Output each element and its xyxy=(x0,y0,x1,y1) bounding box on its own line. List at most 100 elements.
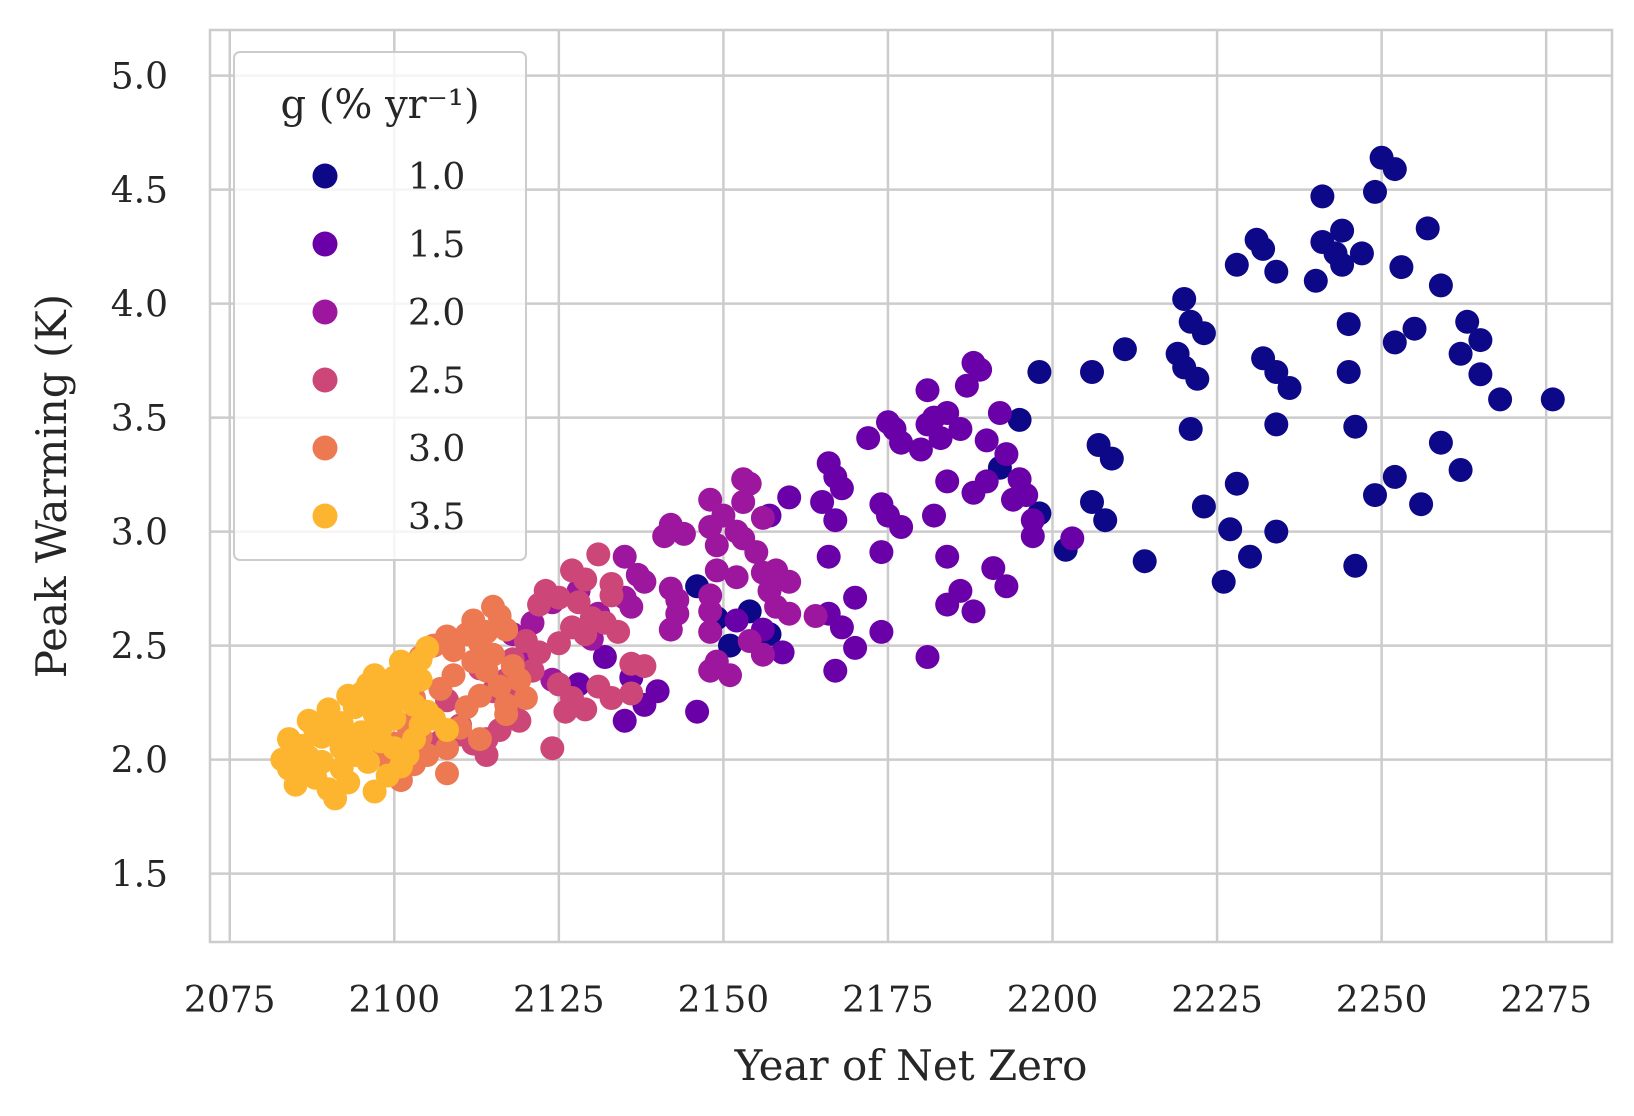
data-point xyxy=(843,585,868,610)
data-point xyxy=(323,786,348,811)
data-point xyxy=(823,658,848,683)
data-point xyxy=(816,544,841,569)
data-point xyxy=(1363,179,1387,204)
data-point xyxy=(704,558,729,583)
data-point xyxy=(843,635,868,660)
data-point xyxy=(718,663,742,688)
data-point xyxy=(994,442,1019,467)
data-point xyxy=(961,599,986,624)
data-point xyxy=(1211,569,1236,594)
data-point xyxy=(889,430,914,455)
data-point xyxy=(948,417,973,441)
data-point xyxy=(935,592,960,617)
x-tick-label: 2175 xyxy=(842,980,934,1021)
data-point xyxy=(540,736,565,761)
legend-marker xyxy=(312,435,338,461)
x-axis-title: Year of Net Zero xyxy=(734,1041,1088,1090)
data-point xyxy=(573,567,598,592)
data-point xyxy=(652,524,677,549)
data-point xyxy=(1224,471,1249,496)
data-point xyxy=(566,590,591,615)
data-point xyxy=(573,697,598,722)
plot-frame xyxy=(208,28,1614,944)
x-tick-label: 2250 xyxy=(1336,980,1428,1021)
data-point xyxy=(592,645,617,669)
data-point xyxy=(1382,330,1407,355)
data-point xyxy=(435,718,459,742)
legend-marker xyxy=(312,231,338,257)
data-point xyxy=(1330,218,1355,243)
y-tick-label: 4.0 xyxy=(111,285,168,326)
data-point xyxy=(513,686,538,710)
data-point xyxy=(987,401,1012,425)
y-tick-label: 3.0 xyxy=(111,513,168,554)
data-point xyxy=(1468,328,1493,353)
legend-label: 1.0 xyxy=(408,157,465,198)
data-point xyxy=(1020,524,1045,549)
data-point xyxy=(619,681,644,706)
data-point xyxy=(546,585,571,610)
data-point xyxy=(1448,458,1473,482)
data-point xyxy=(856,426,881,451)
data-point xyxy=(1251,236,1276,261)
data-point xyxy=(1007,407,1032,432)
data-point xyxy=(698,515,723,539)
data-point xyxy=(718,633,742,658)
y-tick-label: 5.0 xyxy=(111,57,168,98)
data-point xyxy=(454,695,479,720)
data-point xyxy=(435,736,459,761)
data-point xyxy=(704,533,729,558)
data-point xyxy=(283,772,308,797)
data-point xyxy=(1389,255,1414,280)
data-point xyxy=(777,485,802,510)
legend-label: 3.5 xyxy=(408,497,465,538)
data-point xyxy=(408,667,433,692)
data-point xyxy=(816,451,841,476)
data-point xyxy=(1060,526,1085,551)
data-point xyxy=(1185,366,1210,391)
legend-marker xyxy=(312,299,338,325)
data-point xyxy=(777,601,802,626)
data-point xyxy=(356,672,380,697)
data-point xyxy=(744,540,769,565)
data-point xyxy=(369,729,394,754)
data-point xyxy=(928,426,953,451)
data-point xyxy=(750,505,775,530)
data-point xyxy=(1343,414,1368,439)
data-point xyxy=(961,480,986,505)
data-point xyxy=(553,699,578,724)
y-tick-label: 2.5 xyxy=(111,627,168,668)
series-1.0 xyxy=(685,145,1565,658)
data-point xyxy=(770,640,795,665)
data-point xyxy=(1336,360,1361,384)
data-point xyxy=(1468,362,1493,387)
data-point xyxy=(487,674,512,699)
data-point xyxy=(619,594,644,619)
x-tick-label: 2150 xyxy=(678,980,770,1021)
data-point xyxy=(1349,241,1374,266)
data-point xyxy=(922,503,946,528)
data-point xyxy=(1264,360,1289,384)
data-point xyxy=(698,658,723,683)
data-point xyxy=(1363,483,1387,508)
data-point xyxy=(1382,464,1407,489)
data-point xyxy=(546,631,571,656)
data-point xyxy=(665,601,690,626)
data-point xyxy=(935,401,960,425)
legend-label: 2.0 xyxy=(408,293,465,334)
data-point xyxy=(467,727,492,752)
series-3.5 xyxy=(270,635,459,811)
data-point xyxy=(402,727,426,752)
data-point xyxy=(1080,360,1104,384)
y-tick-label: 2.0 xyxy=(111,741,168,782)
data-point xyxy=(1112,337,1137,362)
data-point xyxy=(889,515,914,539)
data-point xyxy=(606,619,631,644)
data-points xyxy=(270,145,1565,811)
data-point xyxy=(908,437,933,462)
data-point xyxy=(698,487,723,512)
data-point xyxy=(981,556,1006,581)
legend-label: 1.5 xyxy=(408,225,465,266)
y-axis-title: Peak Warming (K) xyxy=(27,294,76,678)
